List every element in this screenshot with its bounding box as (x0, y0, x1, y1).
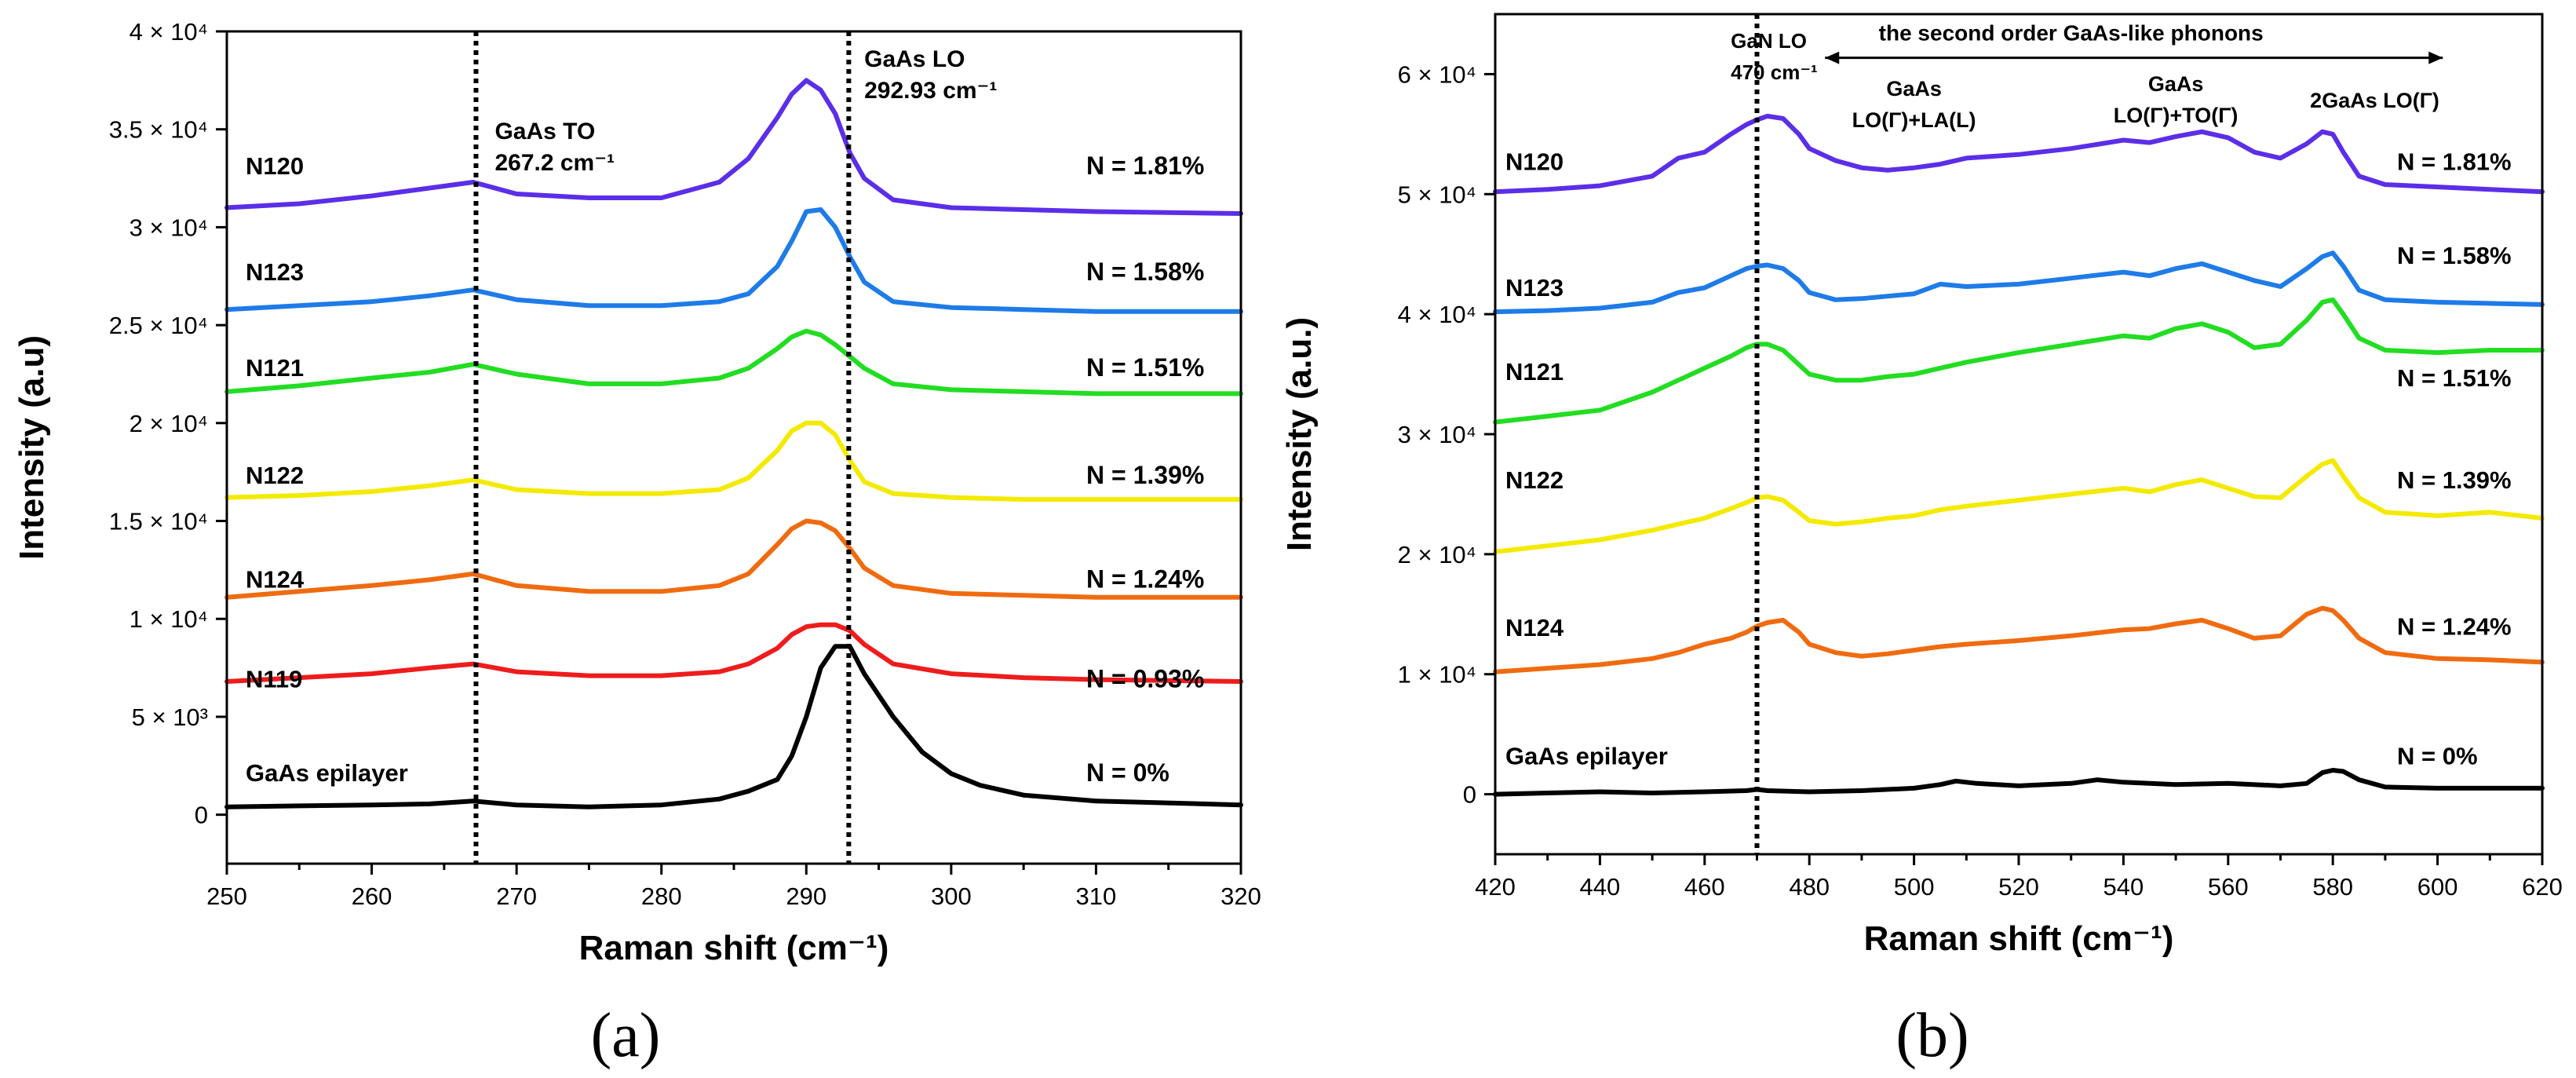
annotation-text: LO(Γ)+LA(L) (1852, 108, 1976, 132)
series-label: N119 (246, 666, 302, 693)
y-axis-title: Intensity (a.u.) (1280, 317, 1319, 551)
y-tick-label: 2 × 10⁴ (130, 410, 208, 437)
arrow-head-left-icon (1825, 51, 1840, 64)
reference-label: 292.93 cm⁻¹ (864, 78, 997, 104)
annotation-text: the second order GaAs-like phonons (1879, 21, 2264, 46)
series-label: N121 (1505, 358, 1563, 386)
x-tick-label: 280 (641, 882, 682, 910)
reference-label: GaAs LO (864, 46, 965, 72)
x-tick-label: 520 (1998, 873, 2039, 901)
n-label: N = 1.81% (1086, 152, 1204, 180)
series-line-n123 (224, 207, 1243, 314)
x-tick-label: 500 (1894, 873, 1935, 901)
annotation-text: 2GaAs LO(Γ) (2310, 89, 2439, 112)
x-tick-label: 540 (2103, 873, 2144, 901)
series-label: N123 (246, 258, 304, 286)
x-tick-label: 580 (2312, 873, 2353, 901)
x-tick-label: 460 (1684, 873, 1725, 901)
figure-label-a: (a) (591, 1001, 661, 1070)
plot-frame (1494, 13, 2544, 856)
n-label: N = 0% (2397, 742, 2478, 769)
reference-label: GaAs TO (494, 119, 595, 144)
y-tick-label: 6 × 10⁴ (1398, 60, 1476, 88)
n-label: N = 1.58% (2397, 242, 2512, 269)
x-tick-label: 480 (1789, 873, 1830, 901)
n-label: N = 1.51% (2397, 364, 2512, 392)
series-line-n122 (1493, 458, 2545, 554)
n-label: N = 1.24% (2397, 612, 2512, 640)
y-tick-label: 4 × 10⁴ (1398, 301, 1476, 328)
n-label: N = 1.24% (1086, 565, 1204, 593)
annotation-text: GaAs (2148, 72, 2204, 96)
n-label: N = 0% (1086, 758, 1169, 787)
series-label: N122 (1505, 466, 1563, 494)
n-label: N = 1.51% (1086, 353, 1204, 382)
series-label: GaAs epilayer (246, 759, 408, 787)
y-tick-label: 5 × 10³ (132, 703, 208, 731)
x-tick-label: 260 (352, 882, 392, 910)
series-line-n122 (224, 420, 1243, 502)
x-tick-label: 420 (1475, 873, 1516, 901)
n-label: N = 1.81% (2397, 148, 2512, 176)
series-label: N121 (246, 354, 304, 382)
x-tick-label: 300 (931, 882, 972, 910)
y-tick-label: 4 × 10⁴ (130, 18, 208, 46)
x-tick-label: 290 (786, 882, 826, 910)
series-label: N120 (1505, 148, 1563, 176)
panel-a-chart: N120 N = 1.81% N123 N = 1.58% N121 N = 1.51% N… (13, 18, 1261, 967)
n-label: N = 1.58% (1086, 258, 1204, 286)
x-axis-title: Raman shift (cm⁻¹) (1864, 919, 2174, 958)
x-tick-label: 310 (1076, 882, 1117, 910)
annotation-text: GaAs (1886, 77, 1942, 100)
series-line-n120 (1493, 113, 2545, 195)
y-axis-title: Intensity (a.u) (13, 335, 51, 560)
series-label: N124 (1505, 614, 1564, 641)
reference-label: GaN LO (1731, 29, 1807, 53)
panel-b-chart: N120 N = 1.81% N123 N = 1.58% N121 N = 1.51% N… (1280, 13, 2563, 958)
n-label: N = 0.93% (1086, 665, 1204, 693)
x-tick-label: 560 (2208, 873, 2249, 901)
n-label: N = 1.39% (2397, 466, 2512, 494)
annotation-text: LO(Γ)+TO(Γ) (2114, 104, 2238, 127)
series-line-n119 (224, 622, 1243, 684)
series-label: N123 (1505, 274, 1563, 301)
series-line-n124 (224, 518, 1243, 600)
x-tick-label: 270 (496, 882, 537, 910)
series-line-gaas-epilayer (224, 644, 1243, 809)
y-tick-label: 0 (1463, 781, 1476, 809)
x-tick-label: 620 (2522, 873, 2563, 901)
series-label: GaAs epilayer (1505, 742, 1668, 769)
reference-label: 267.2 cm⁻¹ (494, 150, 615, 176)
x-tick-label: 600 (2417, 873, 2458, 901)
series-line-n121 (1493, 297, 2545, 425)
series-line-n123 (1493, 250, 2545, 315)
series-label: N120 (246, 152, 304, 180)
x-tick-label: 320 (1220, 882, 1261, 910)
y-tick-label: 3 × 10⁴ (1398, 421, 1476, 448)
series-line-gaas-epilayer (1493, 768, 2545, 797)
series-line-n120 (224, 78, 1243, 216)
series-line-n124 (1493, 605, 2545, 674)
x-tick-label: 440 (1580, 873, 1621, 901)
reference-label: 470 cm⁻¹ (1731, 60, 1818, 84)
y-tick-label: 1 × 10⁴ (1398, 661, 1476, 689)
x-tick-label: 250 (206, 882, 247, 910)
n-label: N = 1.39% (1086, 461, 1204, 489)
series-label: N124 (246, 565, 305, 593)
x-axis-title: Raman shift (cm⁻¹) (579, 929, 889, 967)
y-tick-label: 3.5 × 10⁴ (109, 116, 208, 144)
y-tick-label: 3 × 10⁴ (130, 214, 208, 241)
figure-label-b: (b) (1896, 1001, 1968, 1070)
y-tick-label: 2 × 10⁴ (1398, 541, 1476, 568)
y-tick-label: 1.5 × 10⁴ (109, 508, 208, 535)
y-tick-label: 0 (195, 802, 208, 829)
series-line-n121 (224, 328, 1243, 396)
y-tick-label: 2.5 × 10⁴ (109, 312, 208, 339)
y-tick-label: 5 × 10⁴ (1398, 181, 1476, 208)
y-tick-label: 1 × 10⁴ (130, 605, 208, 633)
arrow-head-right-icon (2428, 51, 2443, 64)
series-label: N122 (246, 462, 304, 489)
